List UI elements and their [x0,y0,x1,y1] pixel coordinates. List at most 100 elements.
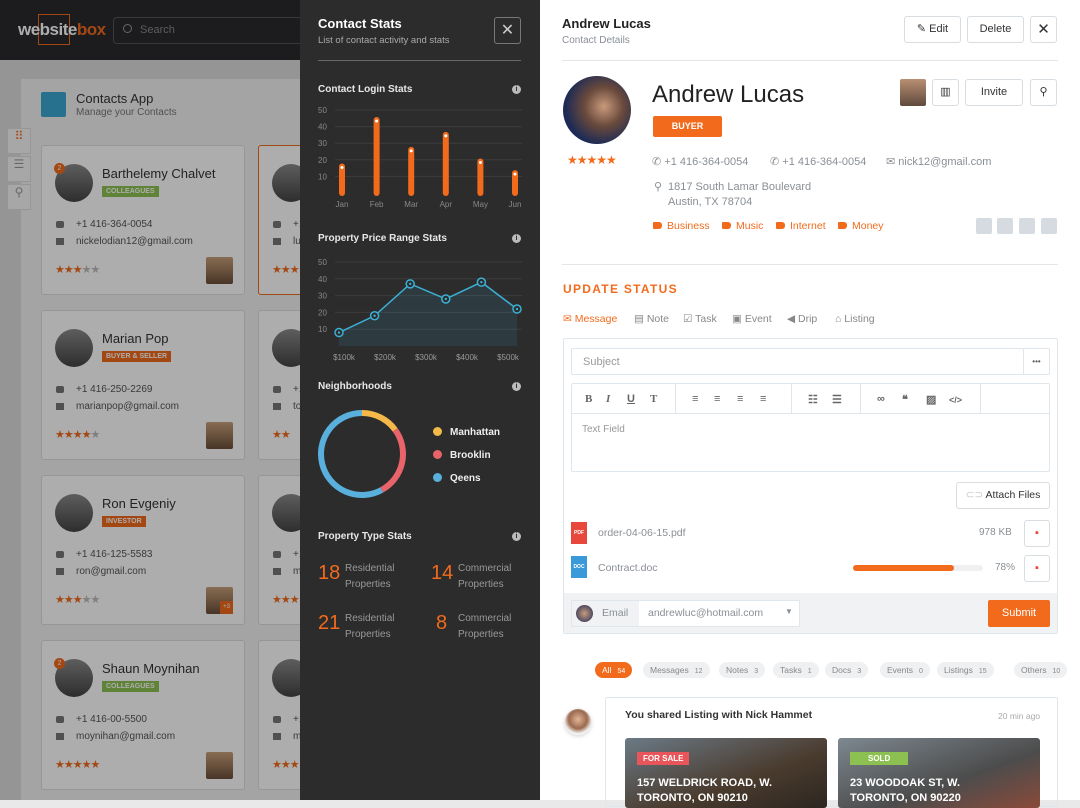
grid-view-button[interactable]: ⠿ [7,128,31,154]
filter-chip-others[interactable]: Others 10 [1014,662,1068,678]
quote-icon[interactable]: ❝ [902,394,908,406]
info-icon[interactable]: i [512,382,521,391]
list-view-button[interactable]: ☰ [7,156,31,182]
tag-business[interactable]: Business [653,220,710,232]
image-icon[interactable]: ▨ [926,394,937,406]
rating-stars: ★★★ [272,594,300,606]
email-link[interactable]: ✉ nick12@gmail.com [886,156,992,168]
bold-button[interactable]: B [585,393,593,405]
shared-user-thumbnail[interactable] [206,257,233,284]
location-button[interactable]: ⚲ [1030,79,1057,106]
facebook-icon[interactable] [976,218,992,234]
stats-button[interactable]: ▥ [932,79,959,106]
tab-listing[interactable]: ⌂ Listing [835,313,875,325]
text-field[interactable]: Text Field [582,424,625,435]
attach-files-button[interactable]: ⊂⊃ Attach Files [956,482,1050,509]
phone-2[interactable]: ✆ +1 416-364-0054 [770,156,867,168]
align-center-icon[interactable]: ≡ [714,393,721,405]
contact-card[interactable]: +1 m ★★★ [258,475,300,625]
modal-overlay[interactable] [0,0,300,800]
shared-user-thumbnail[interactable] [206,422,233,449]
shared-user-thumbnail[interactable] [206,752,233,779]
listing-card[interactable]: SOLD 23 WOODOAK ST, W. TORONTO, ON 90220 [838,738,1040,808]
delete-file-button[interactable]: ▪ [1024,520,1050,547]
tab-event[interactable]: ▣ Event [732,313,772,325]
filter-chip-tasks[interactable]: Tasks 1 [773,662,819,678]
chevron-down-icon: ▼ [785,607,793,616]
file-name[interactable]: order-04-06-15.pdf [598,527,686,539]
delete-file-button[interactable]: ▪ [1024,555,1050,582]
underline-button[interactable]: U [627,393,635,405]
edit-button[interactable]: ✎ Edit [904,16,961,43]
info-icon[interactable]: i [512,85,521,94]
trash-icon: ▪ [1035,562,1039,574]
close-details-button[interactable]: ✕ [1030,16,1057,43]
contact-phone: +1 416-125-5583 [76,549,153,560]
contact-card[interactable]: Ron Evgeniy INVESTOR +1 416-125-5583 ron@gm… [41,475,245,625]
donut-slice [318,410,384,498]
align-justify-icon[interactable]: ≡ [692,393,699,405]
rating-stars: ★★★ [272,759,300,771]
chip-count: 3 [754,668,759,675]
filter-chip-docs[interactable]: Docs 3 [825,662,869,678]
phone-1[interactable]: ✆ +1 416-364-0054 [652,156,749,168]
file-name[interactable]: Contract.doc [598,562,658,574]
filter-chip-listings[interactable]: Listings 15 [937,662,994,678]
rating-stars: ★★★★★ [55,759,100,771]
twitter-icon[interactable] [997,218,1013,234]
align-right-icon[interactable]: ≡ [760,393,767,405]
contact-email: moynihan@gmail.com [76,731,176,742]
linked-user-avatar[interactable] [900,79,926,106]
italic-button[interactable]: I [606,393,611,405]
contact-card[interactable]: Marian Pop BUYER & SELLER +1 416-250-2269 m… [41,310,245,460]
tag-music[interactable]: Music [722,220,763,232]
tab-note[interactable]: ▤ Note [634,313,670,325]
contact-card[interactable]: +1 m ★★★ [258,640,300,790]
search-input[interactable]: Search [113,17,300,44]
tag-internet[interactable]: Internet [776,220,826,232]
delete-button[interactable]: Delete [967,16,1024,43]
mail-icon [273,568,281,575]
numbered-list-icon[interactable]: ☰ [832,394,842,406]
invite-button[interactable]: Invite [965,79,1023,106]
filter-chip-events[interactable]: Events 0 [880,662,930,678]
logo[interactable]: websitebox [18,14,106,45]
tab-message[interactable]: ✉ Message [563,313,618,325]
stat-value: 8 [436,612,448,634]
email-selector[interactable]: Email andrewluc@hotmail.com ▼ [571,600,800,627]
tab-task[interactable]: ☑ Task [683,313,717,325]
contact-avatar [55,494,93,532]
phone-icon [56,221,64,228]
map-view-button[interactable]: ⚲ [7,184,31,210]
info-icon[interactable]: i [512,532,521,541]
filter-chip-all[interactable]: All 54 [595,662,633,678]
strikethrough-button[interactable]: T [650,393,658,405]
contact-card[interactable]: 2 Barthelemy Chalvet COLLEAGUES +1 416-364-… [41,145,245,295]
pdf-file-icon: PDF [571,522,587,544]
listing-card[interactable]: FOR SALE 157 WELDRICK ROAD, W. TORONTO, ON… [625,738,827,808]
info-icon[interactable]: i [512,234,521,243]
y-tick-label: 20 [318,156,327,165]
shared-user-thumbnail[interactable]: +3 [206,587,233,614]
close-stats-button[interactable]: ✕ [494,17,521,44]
align-left-icon[interactable]: ≡ [737,393,744,405]
filter-chip-notes[interactable]: Notes 3 [719,662,766,678]
more-options-button[interactable]: ••• [1023,349,1049,374]
update-status-title: UPDATE STATUS [563,282,678,296]
subject-input[interactable]: Subject [571,348,1050,375]
contact-card[interactable]: 2 Shaun Moynihan COLLEAGUES +1 416-00-5500 m… [41,640,245,790]
contact-card[interactable]: +1 lu ★★★ [258,145,300,295]
code-icon[interactable]: </> [949,395,963,405]
upload-progress-label: 78% [995,562,1016,573]
contact-avatar [272,659,300,697]
contact-card[interactable]: +1 to ★★ [258,310,300,460]
submit-button[interactable]: Submit [988,600,1050,627]
rss-icon[interactable] [1019,218,1035,234]
message-editor[interactable] [571,383,1050,472]
link-icon[interactable]: ∞ [877,393,885,405]
tag-money[interactable]: Money [838,220,884,232]
filter-chip-messages[interactable]: Messages 12 [643,662,710,678]
bullet-list-icon[interactable]: ☷ [808,394,818,406]
stumbleupon-icon[interactable] [1041,218,1057,234]
tab-drip[interactable]: ◀ Drip [787,313,818,325]
